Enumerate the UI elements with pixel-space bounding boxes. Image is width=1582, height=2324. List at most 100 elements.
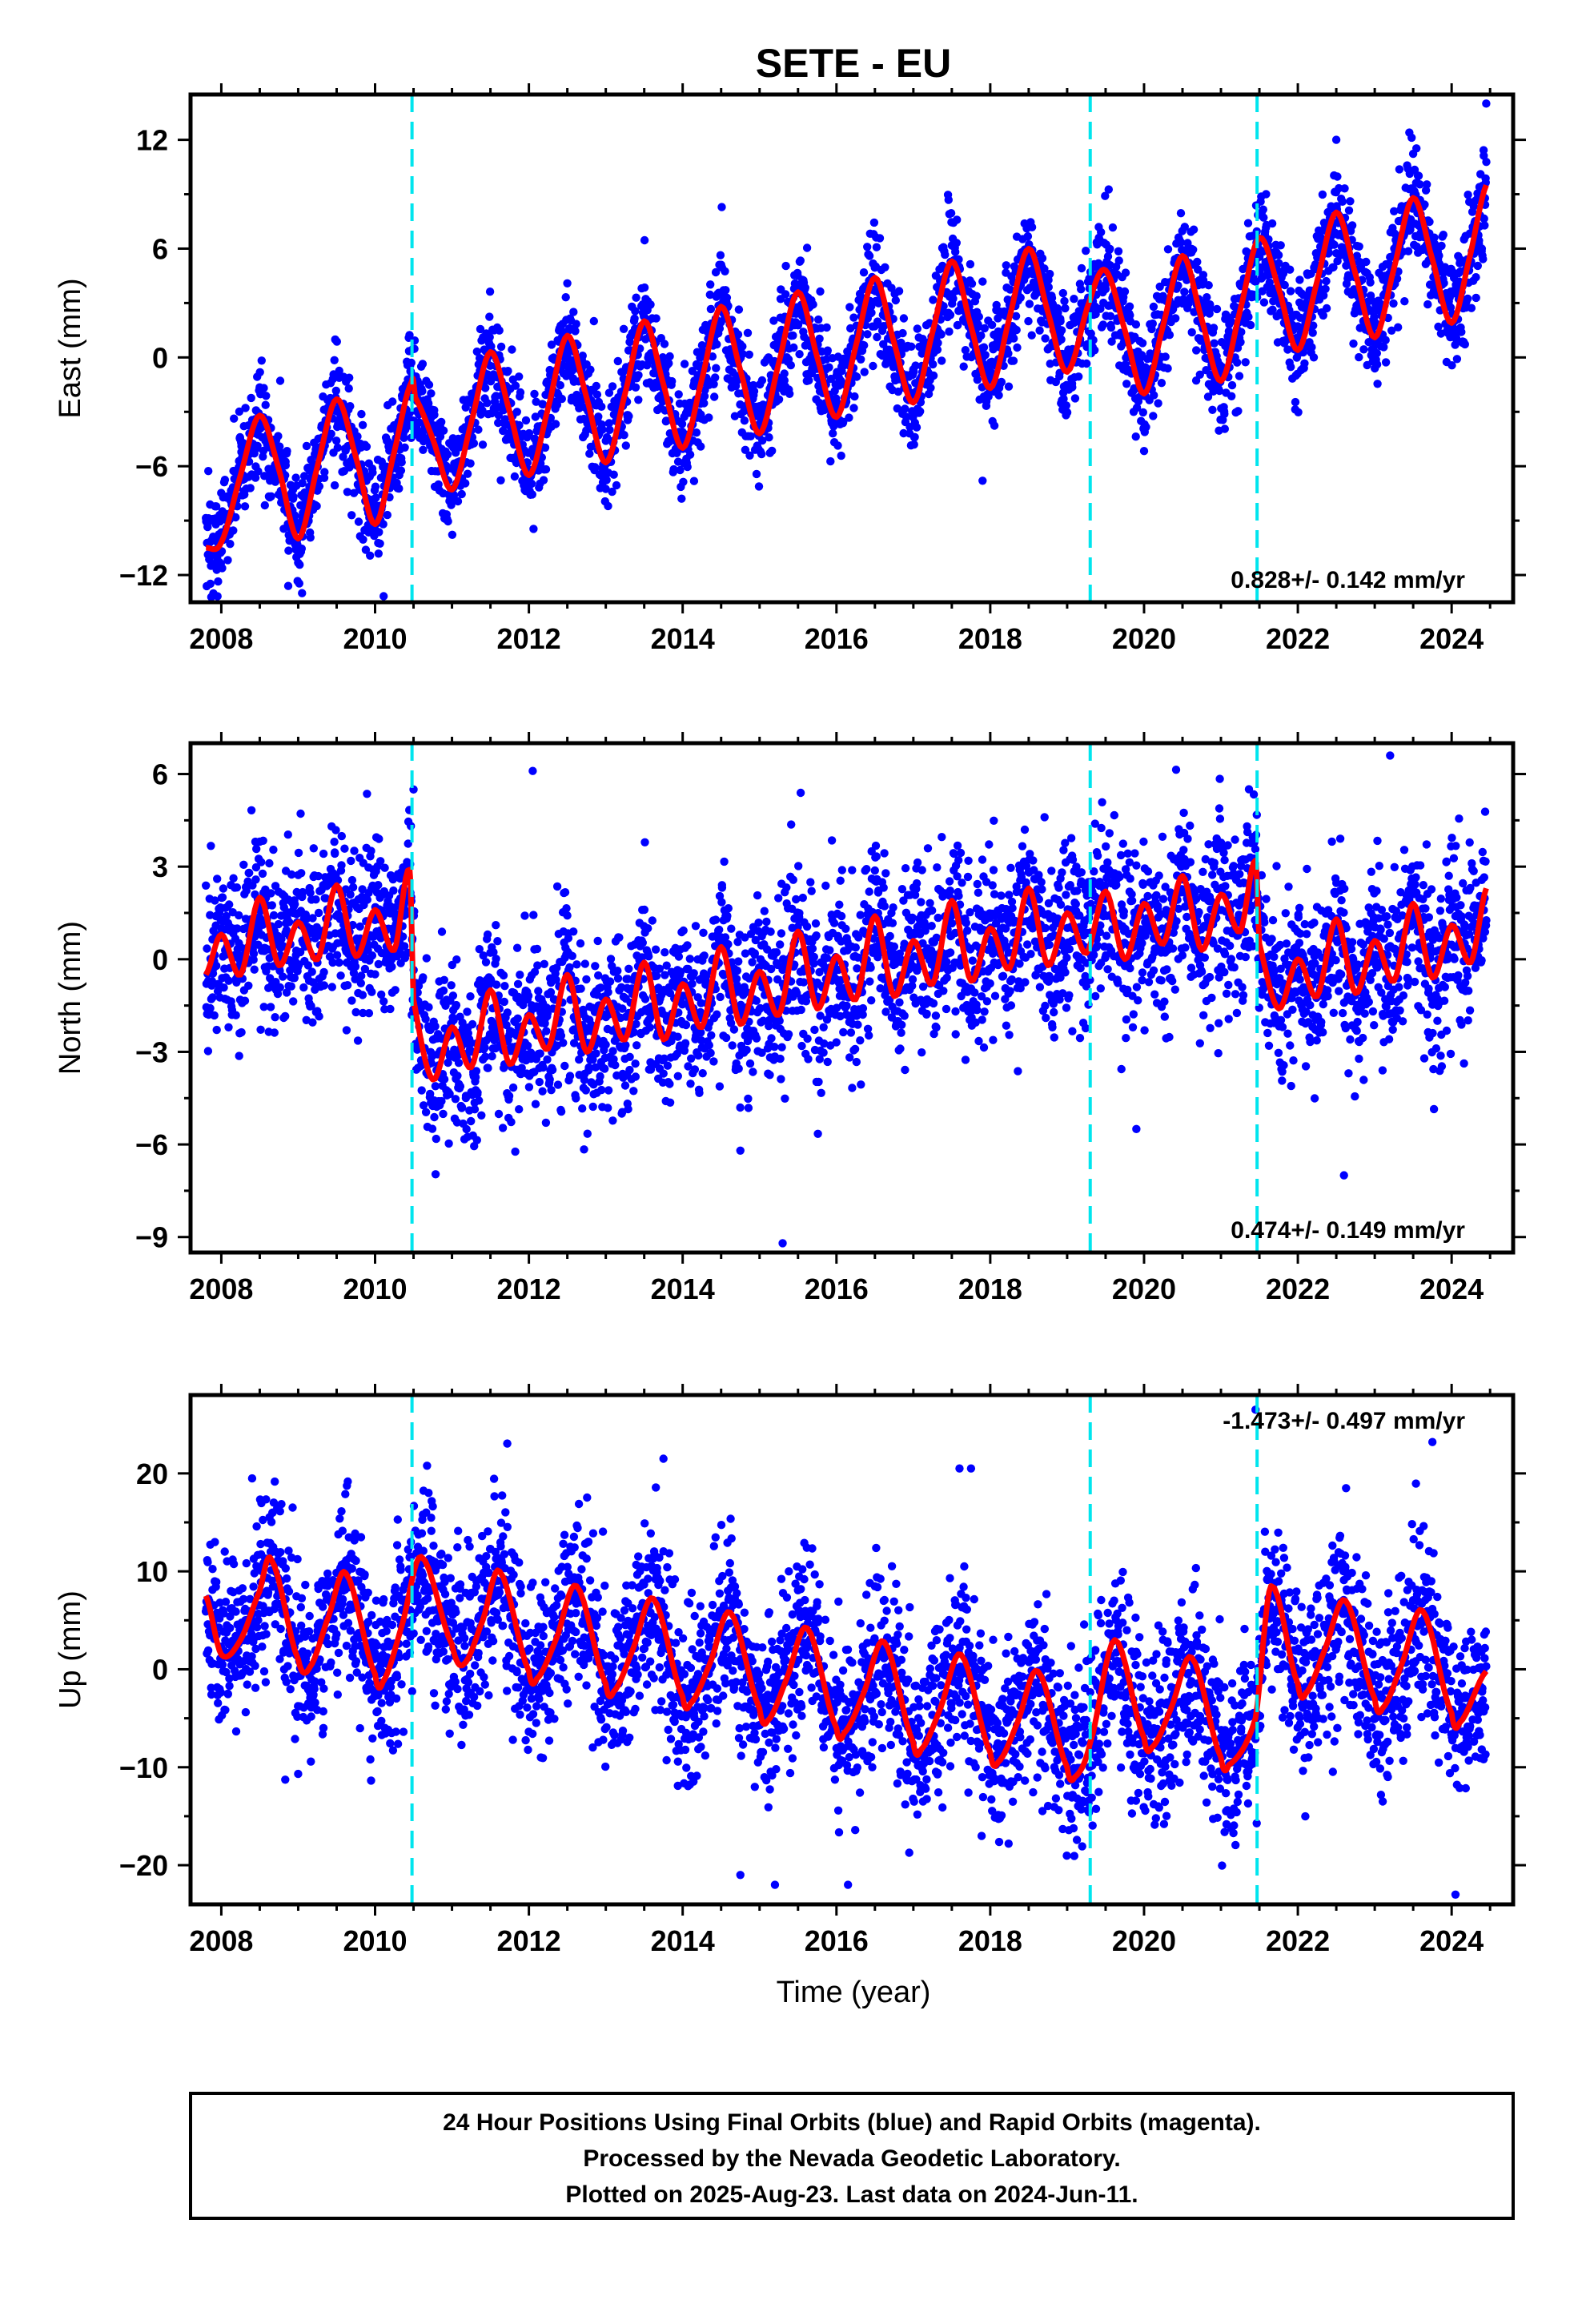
observation-point: [591, 962, 600, 971]
observation-point: [358, 991, 367, 999]
observation-point: [829, 429, 837, 438]
observation-point: [206, 579, 215, 589]
observation-point: [1482, 99, 1491, 108]
observation-point: [673, 448, 681, 457]
axes-frame: [188, 92, 1516, 605]
observation-point: [469, 439, 479, 448]
observation-point: [1275, 259, 1283, 267]
observation-point: [677, 494, 686, 503]
observation-point: [524, 428, 534, 438]
observation-point: [284, 918, 294, 927]
observation-point: [849, 404, 858, 412]
x-tick-label: 2014: [651, 622, 715, 655]
observation-point: [538, 1087, 547, 1096]
observation-point: [1423, 300, 1432, 309]
observation-point: [424, 399, 433, 408]
observation-point: [312, 501, 321, 511]
observation-point: [1347, 221, 1357, 230]
observation-point: [974, 320, 982, 329]
observation-point: [564, 934, 573, 943]
observation-point: [229, 526, 238, 535]
observation-point: [711, 373, 720, 382]
observation-point: [1373, 380, 1382, 388]
observation-point: [229, 874, 238, 883]
observation-point: [1333, 172, 1342, 181]
observation-point: [1259, 213, 1268, 222]
observation-point: [860, 341, 869, 350]
observation-point: [990, 421, 999, 430]
observation-point: [734, 305, 744, 314]
observation-point: [597, 402, 606, 411]
observation-point: [898, 328, 907, 338]
observation-point: [552, 882, 562, 891]
observation-point: [953, 215, 962, 224]
observation-point: [738, 349, 747, 359]
observation-point: [1101, 191, 1110, 200]
observation-point: [422, 954, 431, 963]
observation-point: [333, 443, 342, 452]
observation-point: [1355, 242, 1363, 251]
x-tick-label: 2018: [958, 622, 1022, 655]
observation-point: [1329, 263, 1338, 271]
observation-point: [568, 951, 576, 961]
observation-point: [1062, 401, 1071, 410]
observation-point: [1434, 322, 1443, 332]
observation-point: [1149, 302, 1158, 312]
observation-point: [822, 323, 831, 332]
observation-point: [311, 895, 320, 904]
observation-point: [466, 992, 475, 1001]
observation-point: [933, 345, 942, 354]
observation-point: [1193, 257, 1202, 267]
observation-point: [726, 376, 736, 385]
observation-point: [873, 332, 881, 342]
observation-point: [439, 426, 448, 435]
observation-point: [1114, 256, 1123, 265]
observation-point: [476, 324, 485, 334]
y-tick-label: 12: [136, 124, 168, 157]
observation-point: [594, 412, 603, 421]
observation-point: [612, 480, 621, 490]
observation-point: [488, 1051, 496, 1061]
observation-point: [330, 838, 339, 846]
observation-point: [1464, 294, 1472, 304]
observation-point: [213, 875, 222, 883]
observation-point: [1331, 135, 1341, 144]
observation-point: [1082, 247, 1090, 255]
observation-point: [547, 1086, 556, 1095]
observation-point: [213, 592, 222, 601]
observation-point: [350, 846, 359, 855]
observation-point: [395, 484, 404, 493]
observation-point: [1227, 392, 1236, 400]
observation-point: [512, 943, 522, 952]
observation-point: [364, 1009, 374, 1018]
observation-point: [674, 390, 683, 399]
observation-point: [1283, 345, 1292, 354]
observation-point: [421, 1108, 431, 1117]
observation-point: [683, 462, 692, 472]
observation-point: [493, 937, 502, 946]
observation-point: [801, 283, 809, 292]
observation-point: [1023, 231, 1033, 241]
observation-point: [270, 1028, 279, 1037]
observation-point: [1046, 269, 1054, 279]
observation-point: [462, 1124, 471, 1134]
observation-point: [551, 420, 560, 428]
observation-point: [754, 482, 764, 491]
observation-point: [711, 267, 721, 277]
observation-point: [1016, 293, 1025, 302]
observation-point: [267, 889, 275, 898]
observation-point: [1234, 407, 1243, 416]
observation-point: [1161, 352, 1170, 361]
y-axis-label: East (mm): [54, 278, 87, 418]
observation-point: [347, 875, 357, 885]
observation-point: [833, 441, 842, 450]
observation-point: [1400, 297, 1409, 306]
observation-point: [515, 1105, 524, 1114]
observation-point: [319, 967, 328, 977]
observation-point: [208, 993, 217, 1002]
observation-point: [769, 316, 778, 325]
observation-point: [1414, 171, 1423, 180]
observation-point: [706, 280, 715, 289]
observation-point: [259, 384, 268, 392]
observation-point: [796, 256, 805, 265]
